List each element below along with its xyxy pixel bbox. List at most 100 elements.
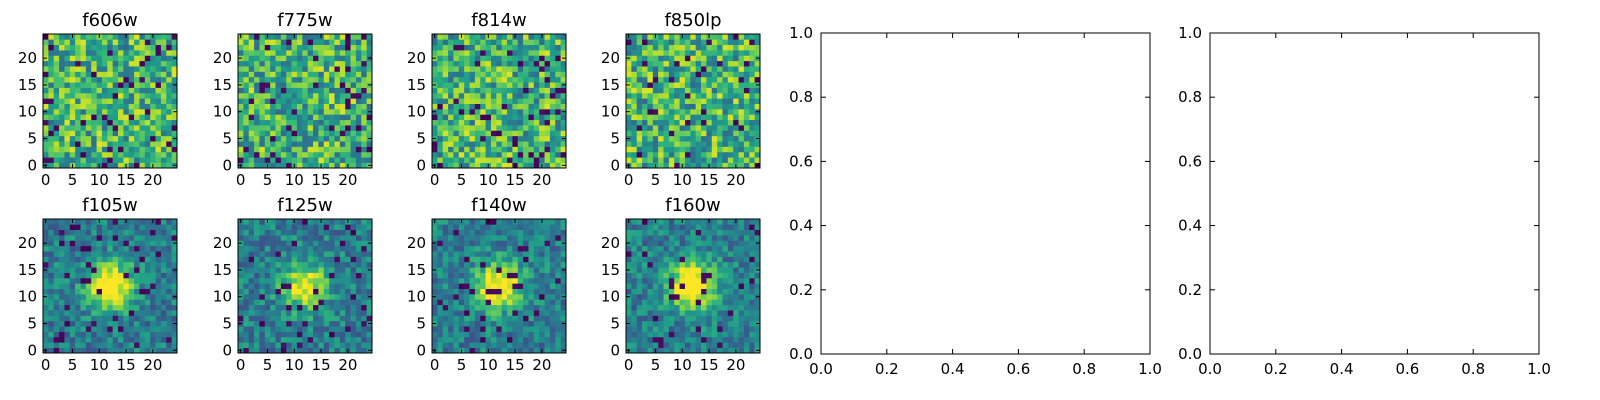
heatmap-pixel xyxy=(496,256,502,263)
heatmap-pixel xyxy=(754,315,761,322)
heatmap-pixel xyxy=(112,55,119,62)
heatmap-pixel xyxy=(302,219,308,225)
heatmap-pixel xyxy=(355,336,362,343)
heatmap-pixel xyxy=(259,299,266,306)
heatmap-pixel xyxy=(112,103,119,110)
heatmap-pixel xyxy=(658,87,664,94)
heatmap-pixel xyxy=(674,151,680,158)
heatmap-pixel xyxy=(123,267,130,273)
heatmap-pixel xyxy=(134,60,140,67)
heatmap-pixel xyxy=(355,304,362,311)
heatmap-pixel xyxy=(101,146,108,153)
heatmap-pixel xyxy=(733,119,739,126)
heatmap-pixel xyxy=(722,310,729,316)
heatmap-pixel xyxy=(53,103,60,110)
heatmap-pixel xyxy=(96,98,103,104)
heatmap-pixel xyxy=(706,114,713,121)
heatmap-pixel xyxy=(171,283,178,289)
heatmap-pixel xyxy=(469,283,476,289)
heatmap-pixel xyxy=(264,44,271,51)
heatmap-pixel xyxy=(523,34,529,40)
heatmap-pixel xyxy=(296,245,303,252)
heatmap-pixel xyxy=(160,299,167,306)
heatmap-pixel xyxy=(280,288,287,295)
heatmap-pixel xyxy=(296,272,303,279)
heatmap-pixel xyxy=(118,315,124,322)
heatmap-pixel xyxy=(549,125,556,131)
heatmap-pixel xyxy=(166,288,172,295)
heatmap-pixel xyxy=(480,34,486,40)
heatmap-pixel xyxy=(690,76,696,83)
heatmap-pixel xyxy=(48,34,55,40)
heatmap-pixel xyxy=(636,299,643,306)
heatmap-pixel xyxy=(544,267,551,273)
heatmap-pixel xyxy=(496,151,502,158)
heatmap-pixel xyxy=(123,331,130,338)
heatmap-pixel xyxy=(323,229,330,236)
heatmap-pixel xyxy=(490,336,497,343)
heatmap-pixel xyxy=(286,256,292,263)
heatmap-pixel xyxy=(485,39,492,46)
heatmap-pixel xyxy=(275,224,282,231)
heatmap-pixel xyxy=(501,288,508,295)
heatmap-pixel xyxy=(668,76,675,83)
heatmap-pixel xyxy=(160,304,167,311)
heatmap-pixel xyxy=(286,71,292,78)
heatmap-pixel xyxy=(722,283,729,289)
heatmap-pixel xyxy=(112,87,119,94)
heatmap-pixel xyxy=(701,336,707,343)
heatmap-pixel xyxy=(150,125,156,131)
heatmap-pixel xyxy=(442,125,449,131)
heatmap-pixel xyxy=(85,87,92,94)
heatmap-pixel xyxy=(706,310,713,316)
heatmap-pixel xyxy=(85,71,92,78)
heatmap-pixel xyxy=(53,331,60,338)
heatmap-pixel xyxy=(549,304,556,311)
heatmap-pixel xyxy=(339,245,346,252)
heatmap-pixel xyxy=(631,125,638,131)
heatmap-pixel xyxy=(432,251,438,257)
heatmap-pixel xyxy=(754,310,761,316)
heatmap-pixel xyxy=(528,261,535,268)
heatmap-pixel xyxy=(539,288,545,295)
heatmap-pixel xyxy=(64,342,71,348)
heatmap-pixel xyxy=(48,240,55,247)
x-tick-label: 0 xyxy=(236,171,246,189)
heatmap-pixel xyxy=(668,34,675,40)
heatmap-pixel xyxy=(112,50,119,56)
heatmap-pixel xyxy=(171,277,178,284)
heatmap-pixel xyxy=(490,114,497,121)
heatmap-pixel xyxy=(668,342,675,348)
heatmap-pixel xyxy=(296,130,303,137)
heatmap-pixel xyxy=(275,60,282,67)
heatmap-pixel xyxy=(166,347,172,354)
heatmap-pixel xyxy=(437,304,444,311)
heatmap-pixel xyxy=(636,135,643,142)
heatmap-pixel xyxy=(642,315,648,322)
heatmap-pixel xyxy=(107,135,113,142)
heatmap-pixel xyxy=(96,299,103,306)
heatmap-pixel xyxy=(43,66,49,72)
heatmap-pixel xyxy=(738,320,745,327)
heatmap-pixel xyxy=(458,125,465,131)
heatmap-pixel xyxy=(307,277,314,284)
heatmap-pixel xyxy=(474,251,481,257)
heatmap-pixel xyxy=(64,320,71,327)
heatmap-pixel xyxy=(549,229,556,236)
heatmap-pixel xyxy=(59,34,65,40)
heatmap-pixel xyxy=(128,162,135,169)
heatmap-pixel xyxy=(647,315,654,322)
heatmap-pixel xyxy=(717,76,723,83)
heatmap-pixel xyxy=(270,261,276,268)
heatmap-pixel xyxy=(118,162,124,169)
heatmap-pixel xyxy=(171,103,178,110)
heatmap-pixel xyxy=(101,261,108,268)
heatmap-pixel xyxy=(275,103,282,110)
heatmap-pixel xyxy=(631,60,638,67)
heatmap-pixel xyxy=(453,103,460,110)
heatmap-pixel xyxy=(448,299,454,306)
heatmap-pixel xyxy=(323,283,330,289)
heatmap-pixel xyxy=(512,256,519,263)
heatmap-pixel xyxy=(636,272,643,279)
heatmap-pixel xyxy=(480,294,486,300)
